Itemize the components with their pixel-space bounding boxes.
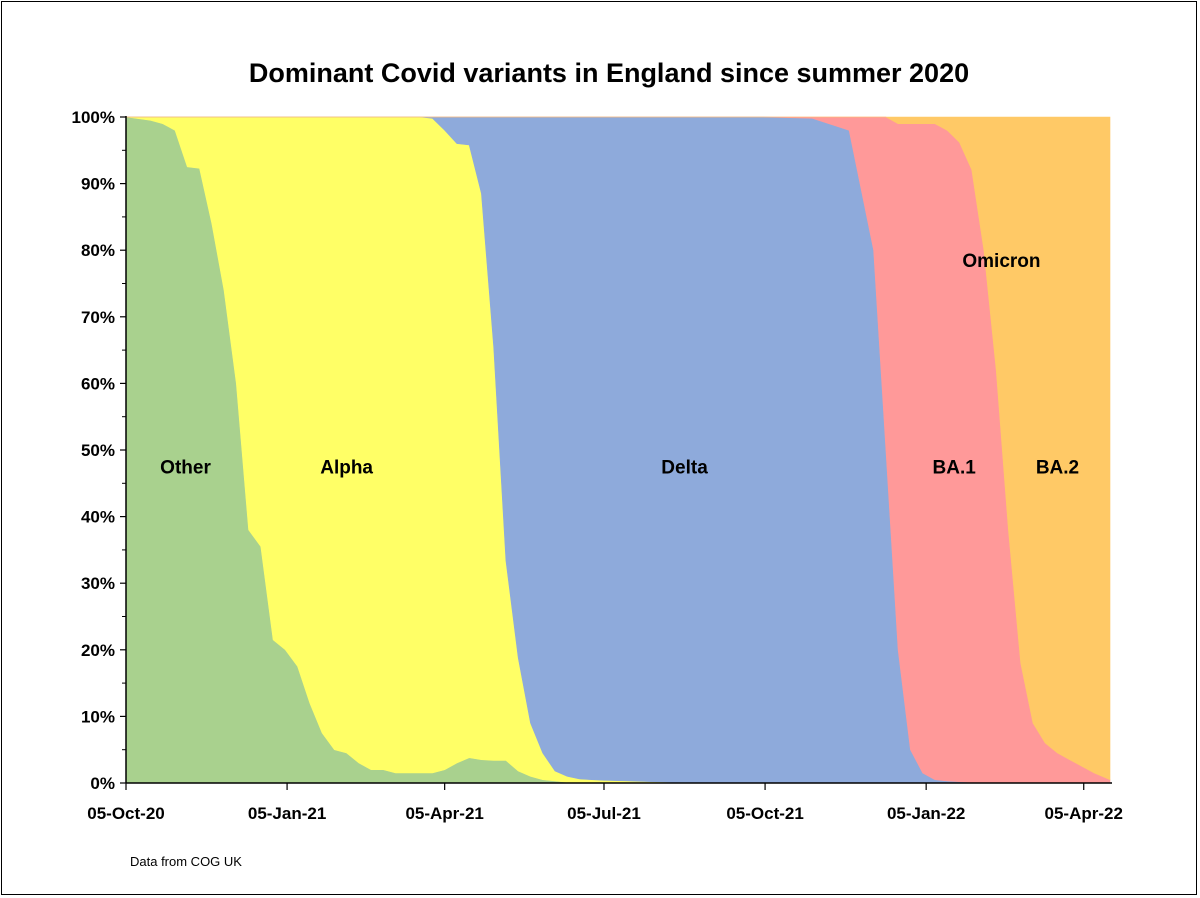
axes — [120, 116, 1112, 790]
x-tick-label: 05-Jan-21 — [248, 804, 326, 823]
y-tick-label: 0% — [90, 774, 115, 793]
y-tick-label: 20% — [81, 641, 115, 660]
series-label-delta: Delta — [661, 458, 708, 479]
x-tick-label: 05-Jan-22 — [887, 804, 965, 823]
x-tick-label: 05-Oct-21 — [726, 804, 803, 823]
series-label-omicron: Omicron — [962, 251, 1040, 272]
x-tick-label: 05-Apr-21 — [405, 804, 483, 823]
y-tick-label: 90% — [81, 175, 115, 194]
area-ba-2 — [126, 116, 1111, 781]
series-label-ba-2: BA.2 — [1036, 458, 1079, 479]
x-tick-label: 05-Apr-22 — [1045, 804, 1123, 823]
series-label-alpha: Alpha — [320, 458, 373, 479]
x-tick-label: 05-Jul-21 — [567, 804, 641, 823]
chart-title: Dominant Covid variants in England since… — [249, 58, 969, 88]
series-label-other: Other — [160, 458, 211, 479]
y-tick-label: 40% — [81, 508, 115, 527]
series-label-ba-1: BA.1 — [933, 458, 977, 479]
y-tick-label: 30% — [81, 574, 115, 593]
series-labels: Other Alpha Delta BA.1 BA.2 Omicron — [160, 251, 1079, 478]
y-tick-label: 80% — [81, 241, 115, 260]
x-tick-labels: 05-Oct-20 05-Jan-21 05-Apr-21 05-Jul-21 05-O… — [87, 804, 1123, 823]
y-tick-label: 10% — [81, 707, 115, 726]
y-tick-labels: 0% 10% 20% 30% 40% 50% 60% 70% 80% 90% 100% — [72, 108, 115, 793]
source-note: Data from COG UK — [130, 854, 242, 869]
y-tick-label: 60% — [81, 374, 115, 393]
x-tick-label: 05-Oct-20 — [87, 804, 164, 823]
y-tick-label: 70% — [81, 308, 115, 327]
plot-areas — [125, 116, 1111, 784]
y-tick-label: 50% — [81, 441, 115, 460]
y-tick-label: 100% — [72, 108, 115, 127]
